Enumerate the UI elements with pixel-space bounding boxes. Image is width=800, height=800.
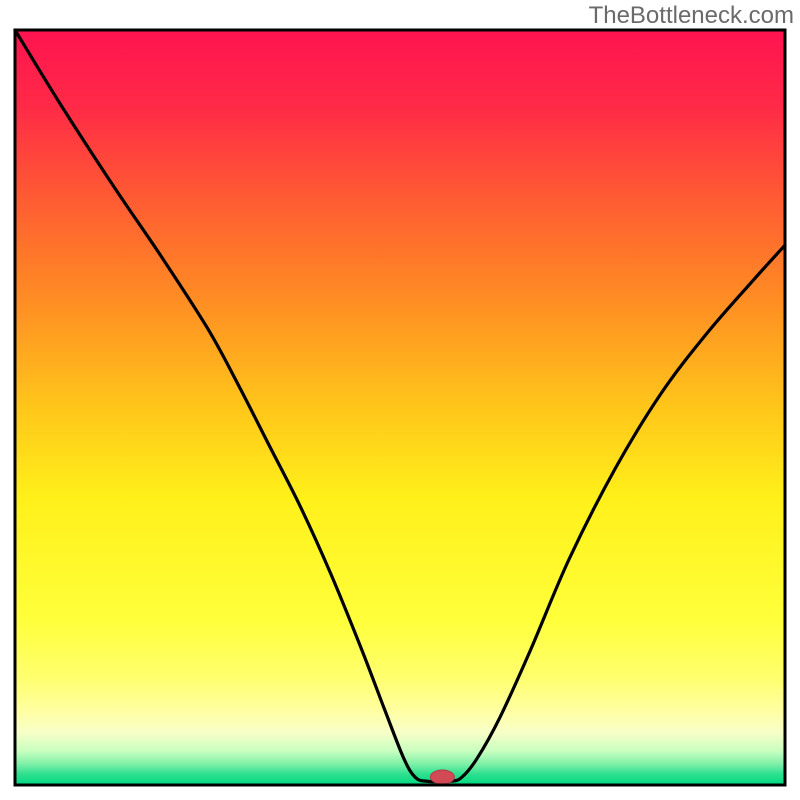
- bottleneck-chart-svg: [0, 0, 800, 800]
- gradient-background: [15, 30, 785, 785]
- optimum-marker: [430, 770, 454, 784]
- chart-container: { "watermark": { "text": "TheBottleneck.…: [0, 0, 800, 800]
- watermark-text: TheBottleneck.com: [589, 2, 794, 30]
